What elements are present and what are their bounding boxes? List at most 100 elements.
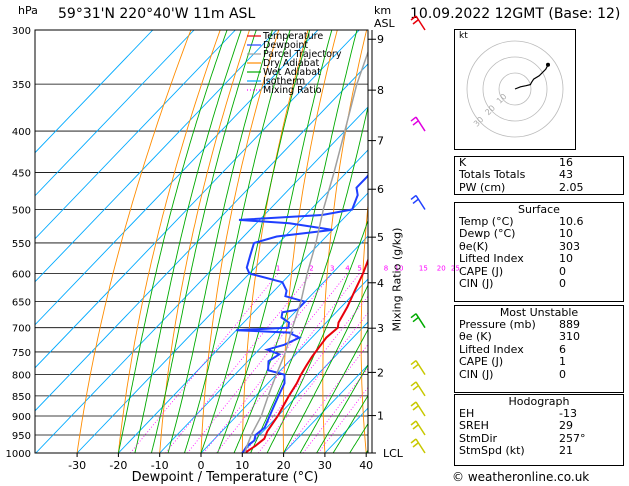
height-tick-label: 8 xyxy=(377,84,384,97)
mu-row: CIN (J) 0 xyxy=(455,367,623,381)
indices-table: K 16 Totals Totals 43 PW (cm) 2.05 xyxy=(454,156,624,196)
x-tick-label: -30 xyxy=(68,459,86,472)
legend-label: Dry Adiabat xyxy=(263,58,320,69)
isotherm-line xyxy=(35,30,195,197)
wet-adiabat-line xyxy=(117,30,228,453)
most-unstable-title: Most Unstable xyxy=(499,306,579,319)
height-tick-label: 6 xyxy=(377,183,384,196)
height-unit-label-asl: ASL xyxy=(374,17,395,30)
hodograph-trace xyxy=(514,64,549,90)
pressure-tick-label: 450 xyxy=(12,168,31,179)
isotherm-line xyxy=(35,30,278,283)
dry-adiabat-line xyxy=(241,30,309,453)
wet-adiabat-line xyxy=(250,105,368,453)
row-value: 310 xyxy=(559,330,580,344)
mixing-ratio-label: 10 xyxy=(395,265,404,273)
hodograph-table-title: Hodograph xyxy=(508,395,570,408)
isotherm-line xyxy=(76,149,368,453)
dry-adiabat-line xyxy=(200,30,280,453)
mixing-ratio-line xyxy=(257,312,368,453)
wind-barb-icon xyxy=(410,438,426,454)
mu-row: θe (K) 310 xyxy=(455,330,623,344)
wet-adiabat-line xyxy=(283,283,368,453)
surface-row: Lifted Index 10 xyxy=(455,252,623,266)
mixing-ratio-line xyxy=(216,273,360,453)
x-tick-label: 20 xyxy=(277,459,291,472)
most-unstable-rows: Pressure (mb) 889 θe (K) 310 Lifted Index 6… xyxy=(455,318,623,381)
x-tick-label: 40 xyxy=(359,459,373,472)
row-value: 10.6 xyxy=(559,215,584,228)
index-row-totals: Totals Totals 43 xyxy=(455,168,623,182)
row-label: Pressure (mb) xyxy=(459,318,536,331)
height-tick-label: 1 xyxy=(377,410,384,423)
index-value: 2.05 xyxy=(559,180,584,194)
wet-adiabat-line xyxy=(233,30,358,453)
row-value: 10 xyxy=(559,252,573,266)
row-label: Lifted Index xyxy=(459,252,524,266)
pressure-tick-label: 700 xyxy=(12,324,31,335)
mu-row: CAPE (J) 1 xyxy=(455,355,623,369)
height-tick-label: 5 xyxy=(377,231,384,244)
most-unstable-box: Most Unstable Pressure (mb) 889 θe (K) 310… xyxy=(454,305,624,393)
pressure-tick-label: 550 xyxy=(12,239,31,250)
x-tick-label: 30 xyxy=(318,459,332,472)
index-label: PW (cm) xyxy=(459,180,506,194)
pressure-tick-label: 1000 xyxy=(6,449,31,460)
isotherm-line xyxy=(200,278,368,453)
location-label: 59°31'N 220°40'W 11m ASL xyxy=(58,6,256,22)
isotherm-line xyxy=(283,364,368,453)
wind-barb-icon xyxy=(410,401,426,417)
legend-label: Isotherm xyxy=(263,76,305,87)
isotherm-line xyxy=(35,30,154,154)
isotherm-line xyxy=(241,321,368,453)
hodograph-unit-label: kt xyxy=(459,31,468,41)
wind-barb-icon xyxy=(410,313,426,329)
mixing-ratio-label: 5 xyxy=(357,265,361,273)
index-row-k: K 16 xyxy=(455,156,623,169)
height-tick-label: 9 xyxy=(377,33,384,46)
mixing-ratio-label: 8 xyxy=(384,265,388,273)
legend-label: Wet Adiabat xyxy=(263,67,321,78)
wind-barb-icon xyxy=(410,116,426,132)
isotherm-line xyxy=(159,235,368,453)
hodo-row: SREH 29 xyxy=(455,419,623,432)
row-value: -13 xyxy=(559,407,577,420)
mixing-ratio-line xyxy=(165,273,312,453)
row-label: CAPE (J) xyxy=(459,355,504,369)
row-value: 21 xyxy=(559,444,573,458)
row-value: 0 xyxy=(559,367,566,381)
wet-adiabat-line xyxy=(184,30,291,453)
row-value: 6 xyxy=(559,342,566,356)
pressure-tick-label: 750 xyxy=(12,348,31,359)
mixing-ratio-label: 3 xyxy=(330,265,334,273)
surface-row: Dewp (°C) 10 xyxy=(455,227,623,240)
pressure-tick-label: 400 xyxy=(12,127,31,138)
dry-adiabat-line xyxy=(322,30,368,453)
hodograph-box: Hodograph EH -13 SREH 29 StmDir 257° StmSpd… xyxy=(454,394,624,466)
x-axis-title: Dewpoint / Temperature (°C) xyxy=(131,470,319,485)
mixing-ratio-label: 1 xyxy=(276,265,280,273)
height-tick-label: 2 xyxy=(377,366,384,379)
hodo-row: StmDir 257° xyxy=(455,432,623,445)
isotherm-line xyxy=(35,30,236,240)
surface-title: Surface xyxy=(518,203,560,216)
hodo-row: StmSpd (kt) 21 xyxy=(455,444,623,458)
pressure-tick-label: 950 xyxy=(12,431,31,442)
surface-box: Surface Temp (°C) 10.6 Dewp (°C) 10 θe(K) 3… xyxy=(454,202,624,302)
mixing-ratio-line xyxy=(283,343,368,453)
datetime-label: 10.09.2022 12GMT (Base: 12) xyxy=(410,6,621,22)
mixing-ratio-line xyxy=(317,386,368,453)
series-temperature xyxy=(244,257,368,453)
row-label: EH xyxy=(459,407,475,420)
series-dewpoint xyxy=(236,173,368,453)
hodograph-ring xyxy=(498,72,532,106)
index-value: 43 xyxy=(559,168,573,182)
wet-adiabat-line xyxy=(167,30,273,453)
wet-adiabat-line xyxy=(150,30,257,453)
mixing-ratio-label: 25 xyxy=(451,265,460,273)
mixing-ratio-label: 2 xyxy=(309,265,313,273)
surface-rows: Temp (°C) 10.6 Dewp (°C) 10 θe(K) 303 Lifte… xyxy=(455,215,623,290)
wind-barb-icon xyxy=(410,15,426,31)
